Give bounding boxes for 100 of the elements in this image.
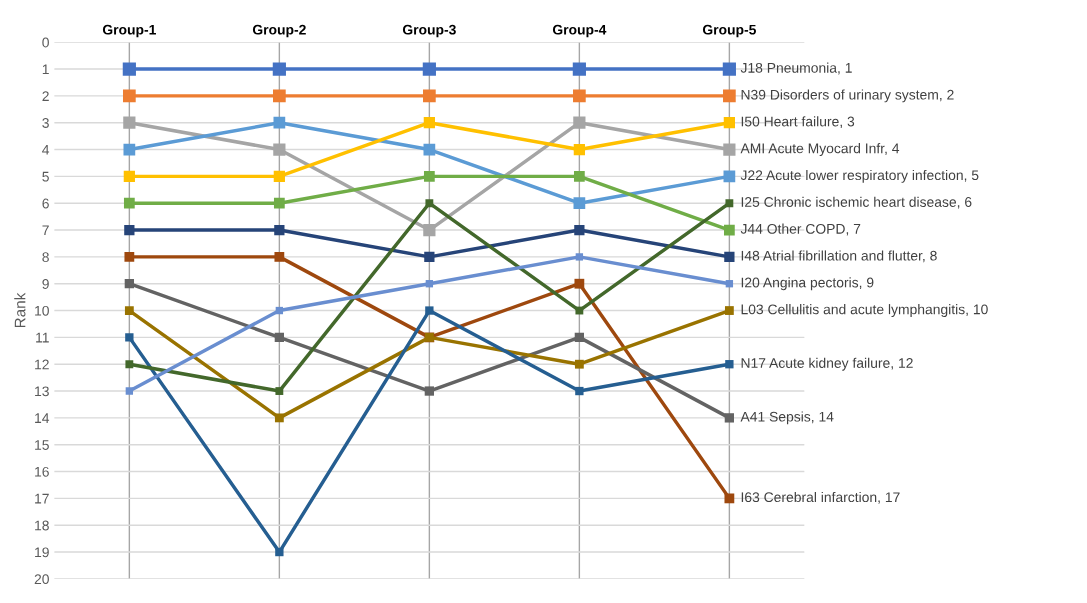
point [122,62,136,76]
annotation: N17 Acute kidney failure, 12 [741,357,913,371]
point [723,89,736,103]
annotation: J22 Acute lower respiratory infection, 5 [740,169,979,183]
point [574,332,585,343]
y-tick-label: 9 [42,279,49,289]
point [124,279,135,289]
point [273,170,285,182]
point [575,386,584,396]
point [275,387,284,395]
point [725,199,734,208]
annotation: J18 Pneumonia, 1 [740,62,852,75]
point [124,251,135,262]
point [425,199,434,208]
point [724,251,735,263]
annotation: I25 Chronic ischemic heart disease, 6 [741,196,972,209]
point [423,171,435,182]
point [724,306,734,315]
annotation: J44 Other COPD, 7 [740,223,861,236]
x-tick-label: Group-3 [402,24,456,38]
point [123,197,135,209]
y-tick-label: 6 [42,198,49,209]
point [725,280,734,288]
y-tick-label: 4 [42,145,50,155]
point [123,170,135,182]
y-tick-label: 18 [35,520,49,531]
x-tick-label: Group-5 [702,24,756,38]
point [125,333,134,342]
point [574,359,584,369]
x-tick-label: Group-2 [252,24,306,38]
point [575,306,584,315]
annotation: I50 Heart failure, 3 [741,116,855,129]
annotation: N39 Disorders of urinary system, 2 [741,89,954,103]
point [423,117,435,129]
y-tick-label: 14 [35,413,50,423]
point [424,386,435,396]
point [273,143,286,156]
y-tick-label: 19 [35,547,49,558]
point [274,224,285,236]
point [124,306,134,315]
y-tick-label: 11 [36,332,49,343]
point [124,224,135,236]
point [273,116,286,129]
point [123,89,136,103]
point [424,251,435,263]
annotation: L03 Cellulitis and acute lymphangitis, 10 [741,304,988,318]
y-tick-label: 16 [35,466,49,477]
annotation: I63 Cerebral infarction, 17 [741,491,900,504]
y-tick-label: 1 [42,64,49,75]
point [423,223,436,237]
point [723,143,736,156]
y-tick-label: 7 [42,225,49,236]
point [723,117,735,129]
point [423,89,436,103]
point [572,62,586,76]
y-tick-label: 0 [42,37,49,48]
point [125,387,134,395]
y-tick-label: 20 [34,574,49,585]
point [123,116,136,129]
point [573,89,586,103]
y-tick-label: 13 [35,386,49,397]
x-tick-label: Group-1 [102,24,156,38]
point [425,306,434,315]
point [275,306,284,315]
point [123,143,136,156]
point [723,224,735,236]
point [573,116,586,129]
point [272,62,286,76]
point [422,62,436,76]
point [724,413,735,423]
point [425,280,434,288]
y-tick-label: 3 [42,118,49,128]
point [274,332,285,343]
y-tick-label: 5 [42,171,49,182]
point [573,197,586,210]
annotation: I20 Angina pectoris, 9 [741,277,874,291]
y-axis-title: Rank [14,292,26,328]
point [574,224,585,236]
annotation: I48 Atrial fibrillation and flutter, 8 [741,250,937,263]
point [273,89,286,103]
point [273,197,285,209]
point [573,171,585,182]
point [573,143,585,156]
y-tick-label: 8 [42,252,49,263]
point [724,493,735,504]
y-tick-label: 17 [35,493,49,504]
point [125,360,134,369]
y-tick-label: 15 [35,440,49,450]
point [725,360,734,369]
point [275,547,284,557]
point [423,143,436,156]
point [722,62,736,76]
y-tick-label: 12 [35,359,49,370]
x-tick-label: Group-4 [552,24,607,38]
point [574,278,585,289]
point [274,251,285,262]
annotation: AMI Acute Myocard Infr, 4 [740,143,900,157]
y-tick-label: 10 [35,305,49,316]
annotation: A41 Sepsis, 14 [740,411,834,425]
point [274,413,284,423]
